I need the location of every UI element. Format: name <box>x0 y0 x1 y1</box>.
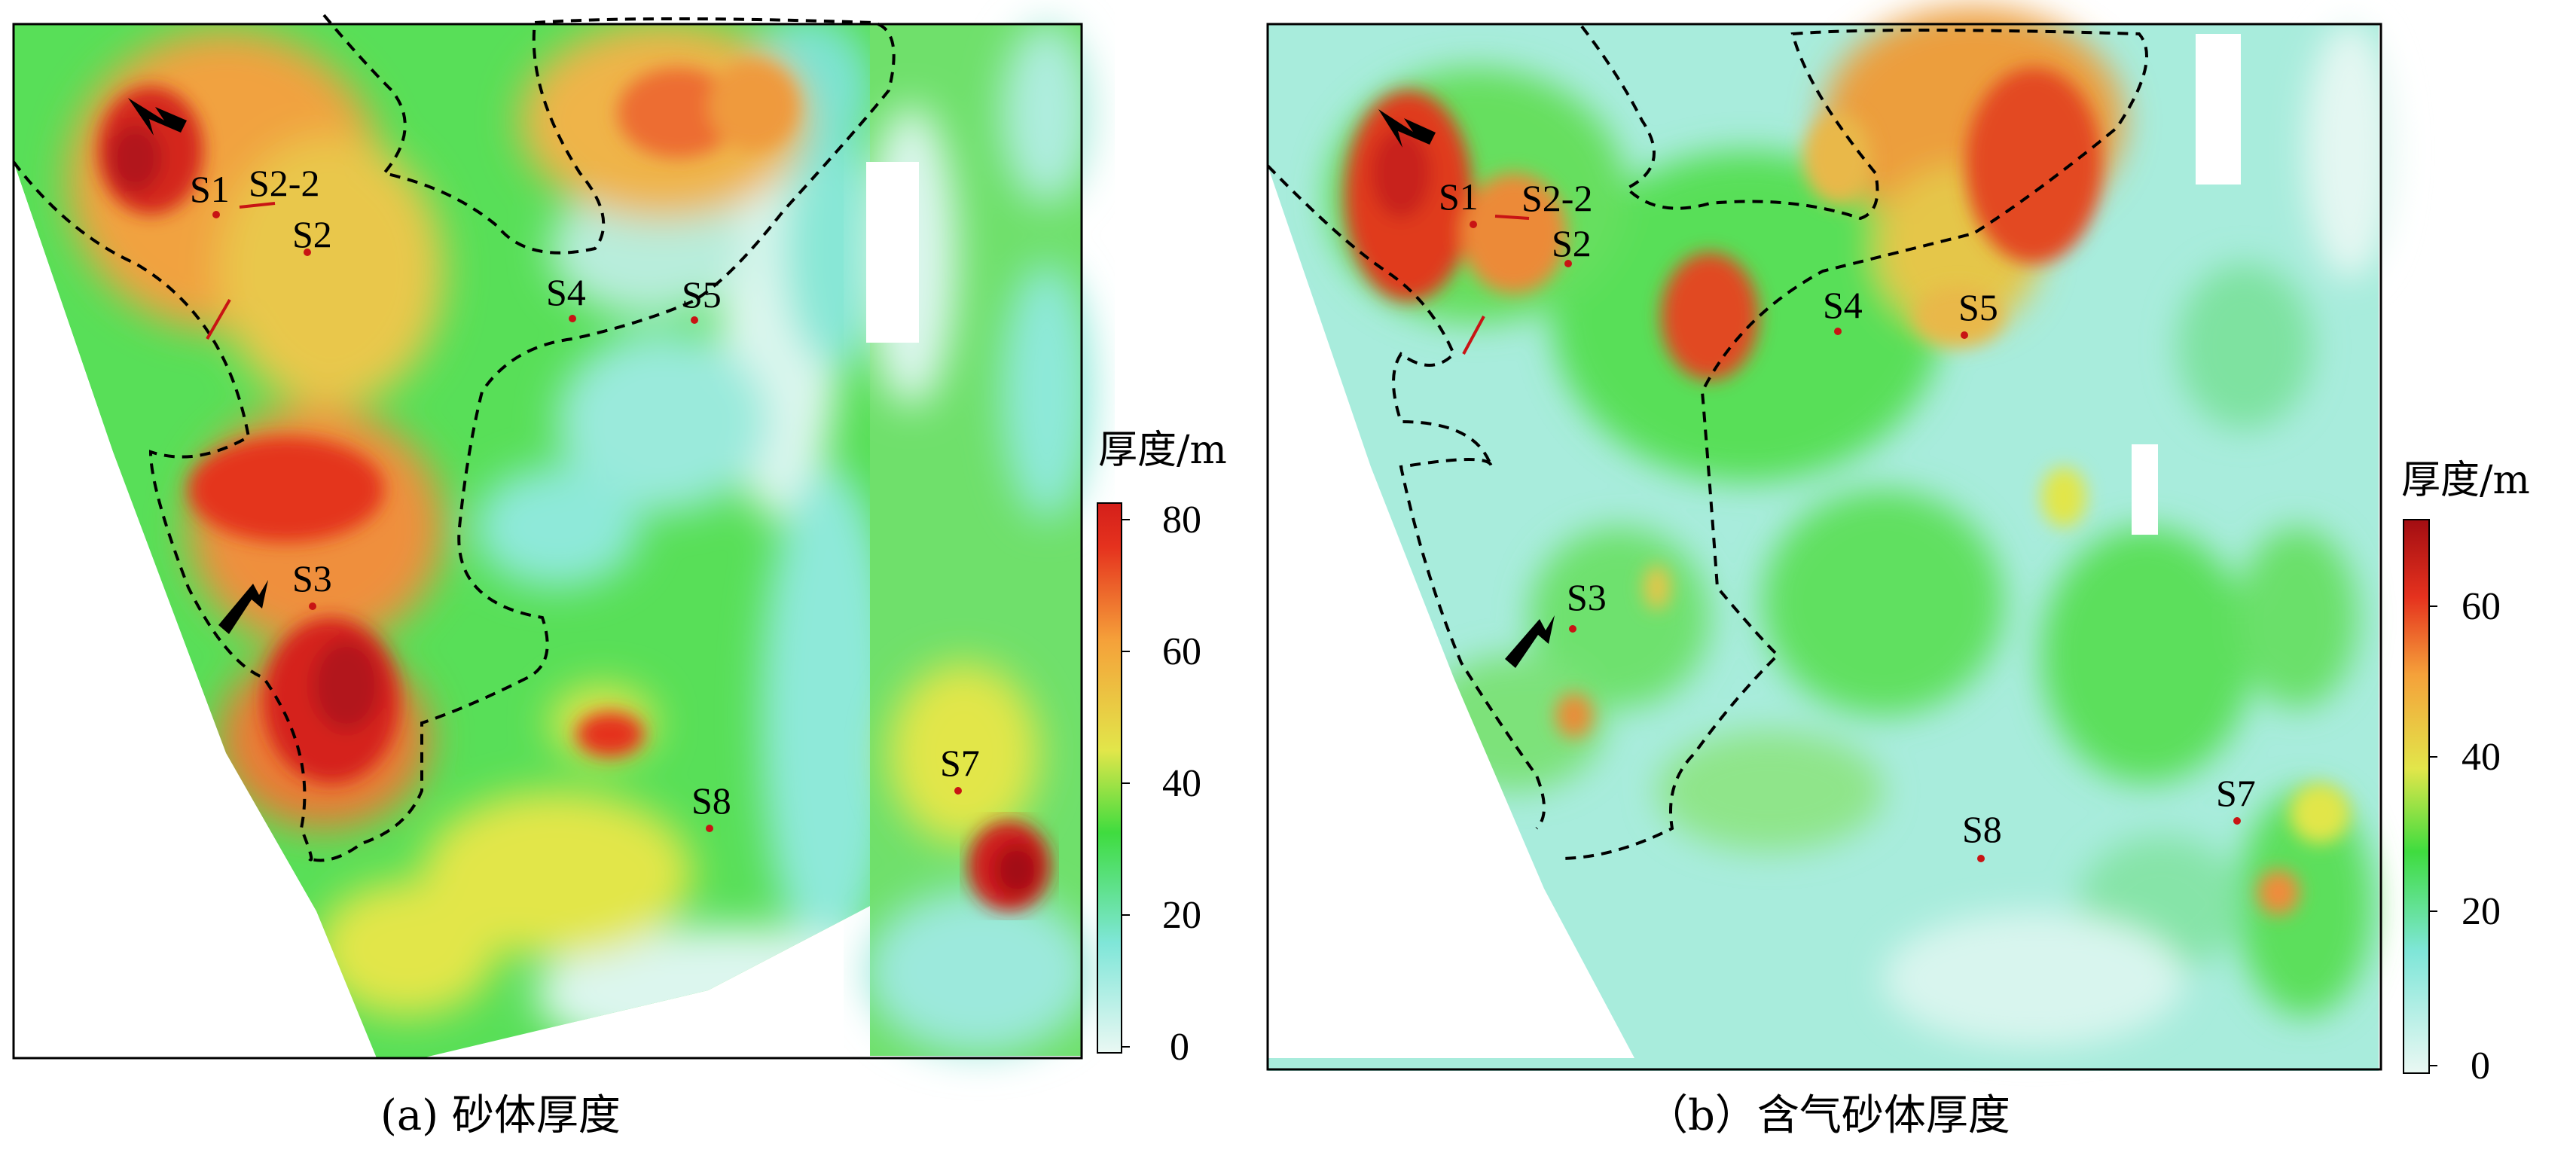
panel-caption-b: （b）含气砂体厚度 <box>1646 1091 2010 1140</box>
well-label: S3 <box>1567 576 1607 618</box>
well-labels-b: S1 S2-2 S2 S3 S4 S5 S7 S8 <box>1439 175 2256 850</box>
colorbar-tick: 40 <box>2462 736 2501 779</box>
well-label: S8 <box>1962 808 2002 850</box>
well-marker <box>1564 260 1572 267</box>
well-marker <box>569 315 576 322</box>
well-marker <box>706 825 713 832</box>
arrow-icon <box>1378 109 1436 148</box>
colorbar-b: 厚度/m 60 40 20 0 <box>2401 458 2530 1087</box>
map-frame-a <box>12 23 1083 1060</box>
sand-boundary-a <box>12 14 896 862</box>
colorbar-tick: 20 <box>2462 890 2501 933</box>
colorbar-title: 厚度/m <box>1098 428 1227 473</box>
well-marker <box>691 316 698 324</box>
well-marker <box>954 787 962 795</box>
well-label: S4 <box>1823 284 1863 326</box>
no-data-area-a <box>14 162 377 1058</box>
colorbar-tick: 40 <box>1162 762 1201 805</box>
well-marker <box>309 602 316 610</box>
well-trajectory <box>239 202 276 209</box>
well-label: S3 <box>292 557 332 599</box>
colorbar-title: 厚度/m <box>2401 458 2530 503</box>
well-label: S7 <box>2216 772 2256 814</box>
well-trajectory <box>1494 215 1530 220</box>
well-label: S2-2 <box>1521 177 1592 219</box>
well-marker <box>304 249 311 256</box>
colorbar-tick: 0 <box>1170 1026 1189 1069</box>
well-trajectory <box>206 299 231 340</box>
colorbar-tick: 80 <box>1162 499 1201 541</box>
white-void-b <box>2196 34 2241 185</box>
colorbar-tick: 60 <box>2462 585 2501 628</box>
well-label: S8 <box>691 779 731 822</box>
well-marker <box>212 211 220 218</box>
panel-a: S1 S2-2 S2 S3 S4 S5 S7 S8 厚度/m 80 60 40 … <box>12 14 1227 1140</box>
arrow-icon <box>128 98 187 136</box>
colorbar-tick: 60 <box>1162 630 1201 673</box>
well-label: S2 <box>292 213 332 255</box>
arrow-icon <box>1505 615 1555 668</box>
panel-caption-a: (a) 砂体厚度 <box>380 1091 621 1140</box>
map-frame-b <box>1266 23 2382 1071</box>
well-marker <box>2233 817 2241 825</box>
colorbar-tick: 0 <box>2471 1045 2490 1087</box>
colorbar-tick: 20 <box>1162 894 1201 937</box>
white-void-a <box>866 162 919 343</box>
well-label: S4 <box>546 271 586 313</box>
panel-b: S1 S2-2 S2 S3 S4 S5 S7 S8 厚度/m 60 40 20 … <box>1266 8 2530 1140</box>
well-marker <box>1961 331 1968 339</box>
well-label: S5 <box>682 273 722 316</box>
well-marker <box>1470 221 1477 228</box>
well-marker <box>1569 625 1576 633</box>
well-marker <box>1834 328 1842 335</box>
well-label: S7 <box>940 742 980 784</box>
well-markers-b <box>1462 215 2241 862</box>
well-label: S5 <box>1958 286 1998 328</box>
sand-boundary-b <box>1266 25 2148 860</box>
well-trajectory <box>1462 316 1485 355</box>
colorbar-a: 厚度/m 80 60 40 20 0 <box>1097 428 1227 1069</box>
no-data-area-b <box>1268 166 1634 1058</box>
white-void-b <box>2132 444 2158 535</box>
colorbar-gradient <box>2403 519 2430 1074</box>
arrow-icon <box>218 580 268 634</box>
well-labels-a: S1 S2-2 S2 S3 S4 S5 S7 S8 <box>190 162 980 822</box>
well-label: S1 <box>190 168 230 210</box>
well-label: S2-2 <box>249 162 319 204</box>
well-label: S2 <box>1552 222 1592 264</box>
thickness-map-b <box>1268 8 2395 1071</box>
well-label: S1 <box>1439 175 1479 218</box>
colorbar-gradient <box>1097 502 1122 1054</box>
well-marker <box>1977 855 1985 862</box>
well-markers-a <box>206 202 962 832</box>
